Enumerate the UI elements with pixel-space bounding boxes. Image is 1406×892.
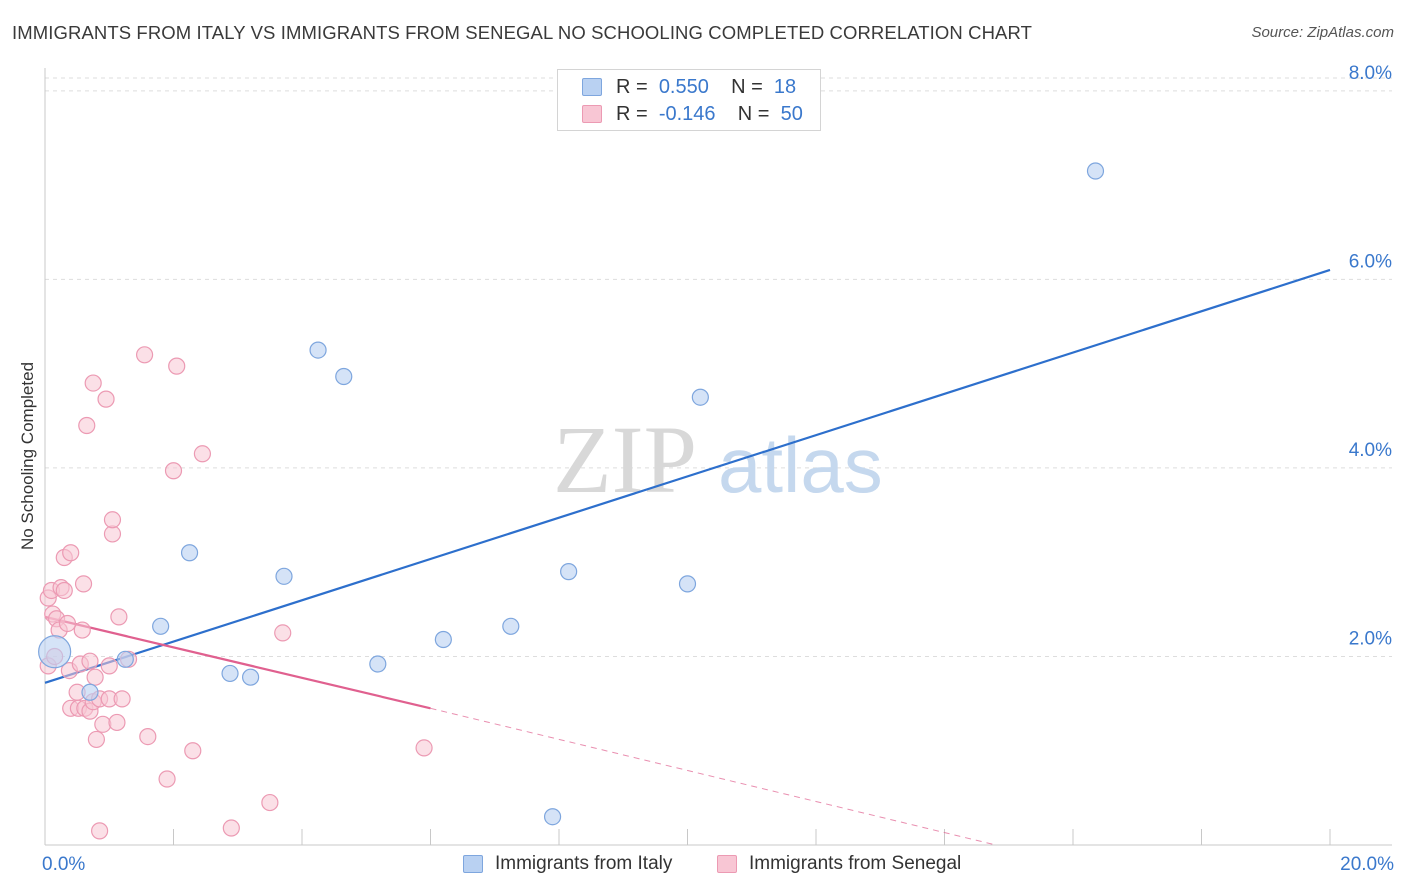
senegal-point <box>103 511 122 529</box>
y-tick-label: 8.0% <box>1349 63 1392 84</box>
italy-point <box>335 367 353 386</box>
senegal-point <box>164 462 183 480</box>
source-label: Source: ZipAtlas.com <box>1251 24 1394 41</box>
italy-point <box>560 563 578 581</box>
italy-point <box>502 617 520 635</box>
x-tick-label: 0.0% <box>42 854 85 875</box>
senegal-point <box>415 739 433 757</box>
senegal-point <box>58 614 77 633</box>
legend-row-italy: R = 0.550 N = 18 <box>582 76 796 98</box>
italy-point <box>1086 162 1105 180</box>
senegal-point <box>135 346 154 364</box>
senegal-point <box>97 390 115 408</box>
series-swatch-senegal <box>717 855 737 873</box>
italy-point <box>116 650 134 668</box>
series-name-italy: Immigrants from Italy <box>495 853 673 874</box>
senegal-point <box>91 822 109 840</box>
legend-r-label: R = <box>616 102 648 125</box>
series-swatch-italy <box>463 855 483 873</box>
y-tick-label: 6.0% <box>1349 251 1392 272</box>
senegal-point <box>193 445 212 463</box>
watermark-zip: ZIP <box>553 406 697 513</box>
correlation-legend: R = 0.550 N = 18 R = -0.146 N = 50 <box>557 69 821 131</box>
senegal-point <box>261 793 279 812</box>
y-tick-label: 4.0% <box>1349 440 1392 461</box>
series-legend-italy: Immigrants from Italy <box>463 852 672 876</box>
series-name-senegal: Immigrants from Senegal <box>749 853 962 874</box>
tick-labels: 2.0% 4.0% 6.0% 8.0% 0.0% 20.0% <box>42 63 1394 875</box>
senegal-point <box>86 668 104 686</box>
chart-title: IMMIGRANTS FROM ITALY VS IMMIGRANTS FROM… <box>12 22 1032 43</box>
italy-point <box>38 635 72 669</box>
italy-point <box>309 341 327 359</box>
legend-n-label: N = <box>737 102 770 125</box>
senegal-point <box>73 621 91 639</box>
italy-point <box>678 575 697 593</box>
senegal-point <box>158 770 176 788</box>
legend-r-value: -0.146 <box>658 102 716 125</box>
senegal-point <box>100 657 118 675</box>
senegal-point <box>62 544 80 562</box>
italy-point <box>275 567 293 585</box>
italy-point <box>691 388 709 406</box>
legend-swatch-italy <box>582 78 602 96</box>
italy-point <box>152 617 170 635</box>
senegal-point <box>110 608 128 626</box>
legend-row-senegal: R = -0.146 N = 50 <box>582 103 803 125</box>
legend-r-label: R = <box>616 75 648 98</box>
italy-point <box>81 683 99 701</box>
italy-trend-line <box>44 268 1331 684</box>
trend-lines <box>44 268 1331 846</box>
senegal-point <box>84 374 102 392</box>
senegal-point <box>274 624 292 642</box>
senegal-point <box>108 713 126 732</box>
legend-swatch-senegal <box>582 105 602 123</box>
legend-n-value: 18 <box>773 75 797 98</box>
watermark-atlas: atlas <box>718 421 883 509</box>
series-legend-senegal: Immigrants from Senegal <box>717 852 961 876</box>
senegal-point <box>168 357 186 375</box>
legend-r-value: 0.550 <box>658 75 709 98</box>
axes <box>44 68 1392 846</box>
senegal-trend-line <box>44 615 431 710</box>
italy-point <box>543 808 562 826</box>
senegal-point <box>81 652 99 670</box>
italy-point <box>180 544 199 562</box>
senegal-point <box>55 581 73 600</box>
italy-point <box>242 668 260 686</box>
italy-point <box>434 630 452 649</box>
grid-lines <box>45 77 1392 657</box>
senegal-point <box>222 819 240 837</box>
watermark: ZIP atlas <box>553 406 883 513</box>
y-tick-label: 2.0% <box>1349 628 1392 649</box>
senegal-trend-extension <box>430 707 997 846</box>
senegal-point <box>139 727 157 746</box>
x-tick-label: 20.0% <box>1340 854 1394 875</box>
senegal-point <box>113 690 131 708</box>
italy-point <box>221 664 239 683</box>
senegal-point <box>184 742 202 760</box>
legend-n-value: 50 <box>780 102 803 125</box>
italy-point <box>369 655 387 673</box>
senegal-point <box>94 715 112 733</box>
data-points <box>38 162 1105 840</box>
legend-n-label: N = <box>731 75 763 98</box>
senegal-point <box>87 730 106 749</box>
senegal-point <box>74 575 93 593</box>
senegal-point <box>78 416 96 435</box>
